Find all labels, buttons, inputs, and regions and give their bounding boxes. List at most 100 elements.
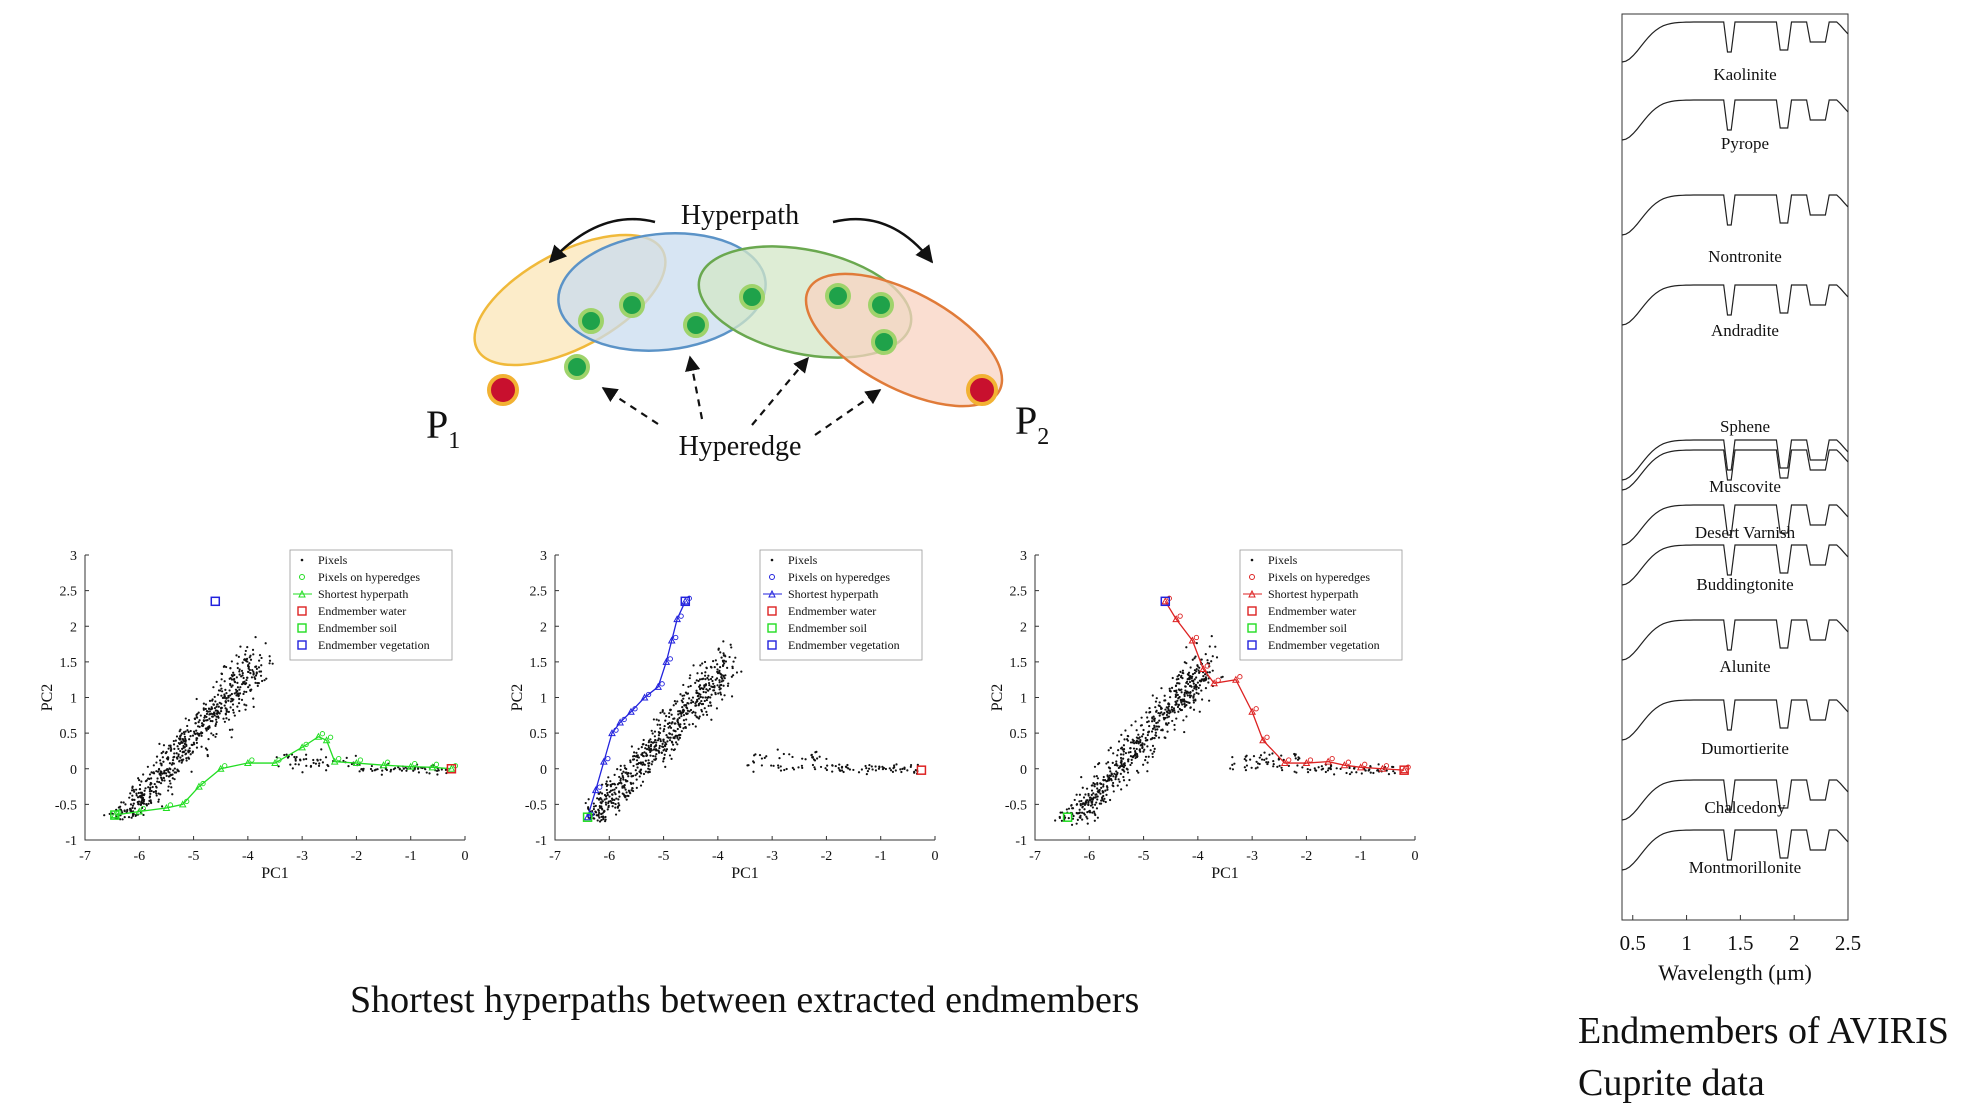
pixel-dot bbox=[1160, 687, 1163, 690]
pixel-dot bbox=[1309, 768, 1312, 771]
pixel-dot bbox=[245, 690, 248, 694]
pixel-dot bbox=[294, 757, 297, 761]
pixel-dot bbox=[680, 699, 683, 702]
x-axis-label: PC1 bbox=[731, 865, 759, 882]
pixel-dot bbox=[1108, 798, 1112, 802]
pixel-dot bbox=[837, 766, 840, 770]
pixel-dot bbox=[437, 769, 440, 772]
pixel-dot bbox=[654, 748, 658, 751]
pixel-dot bbox=[1173, 689, 1176, 693]
hyperedge-arrow bbox=[751, 356, 809, 426]
legend-label: Endmember vegetation bbox=[788, 638, 900, 652]
pixel-dot bbox=[1193, 685, 1196, 688]
pixel-dot bbox=[676, 727, 679, 731]
y-tick-label: 1 bbox=[1020, 692, 1027, 707]
pixel-dot bbox=[1194, 686, 1198, 689]
pixel-dot bbox=[840, 769, 844, 772]
pixel-dot bbox=[172, 762, 175, 765]
legend-label: Shortest hyperpath bbox=[318, 587, 408, 601]
pixel-dot bbox=[1119, 761, 1123, 764]
y-tick-label: -0.5 bbox=[1005, 798, 1027, 813]
pixel-dot bbox=[1155, 721, 1158, 725]
y-tick-label: 3 bbox=[70, 549, 77, 564]
pixel-dot bbox=[1215, 656, 1219, 659]
pixel-dot bbox=[1175, 691, 1178, 694]
y-tick-label: 0.5 bbox=[60, 727, 78, 742]
spectrum-line bbox=[1621, 544, 1849, 586]
legend-label: Shortest hyperpath bbox=[788, 587, 878, 601]
pixel-dot bbox=[785, 767, 788, 771]
pixel-dot bbox=[715, 677, 719, 680]
pixel-dot bbox=[122, 801, 125, 804]
pixel-node bbox=[739, 284, 765, 310]
pixel-dot bbox=[1132, 747, 1136, 750]
pixel-dot bbox=[712, 689, 716, 692]
pixel-dot bbox=[162, 750, 165, 753]
pixel-dot bbox=[285, 753, 288, 756]
pixel-dot bbox=[162, 744, 166, 747]
pixel-dot bbox=[1094, 796, 1097, 799]
pixel-dot bbox=[702, 690, 705, 694]
pixel-dot bbox=[664, 741, 667, 744]
pixel-dot bbox=[1180, 688, 1183, 691]
pixel-dot bbox=[665, 749, 668, 753]
pixel-dot bbox=[126, 809, 129, 813]
pixel-dot bbox=[632, 764, 635, 768]
pixel-dot bbox=[1280, 754, 1283, 757]
pixel-dot bbox=[686, 702, 689, 705]
pixel-dot bbox=[720, 656, 723, 659]
pixel-dot bbox=[723, 694, 726, 697]
pixel-dot bbox=[619, 764, 622, 767]
hyperpath-point bbox=[1356, 763, 1365, 771]
pixel-dot bbox=[1071, 807, 1075, 810]
pixel-dot bbox=[1114, 778, 1117, 781]
spectrum-label: Alunite bbox=[1720, 657, 1771, 676]
pixel-dot bbox=[1084, 803, 1087, 806]
pixel-dot bbox=[1276, 765, 1279, 768]
pixel-dot bbox=[661, 709, 664, 712]
pixel-dot bbox=[1196, 665, 1199, 668]
pixel-dot bbox=[1143, 748, 1146, 751]
pixel-dot bbox=[1377, 763, 1380, 766]
pixel-dot bbox=[1180, 674, 1183, 677]
pixel-dot bbox=[667, 726, 670, 729]
pixel-dot bbox=[152, 764, 155, 767]
pixel-dot bbox=[664, 765, 667, 768]
pixel-dot bbox=[1117, 740, 1121, 743]
pixel-dot bbox=[241, 672, 244, 675]
pixel-dot bbox=[1195, 670, 1198, 673]
pixel-dot bbox=[1155, 734, 1158, 737]
pixel-dot bbox=[1265, 757, 1268, 760]
pixel-dot bbox=[649, 754, 652, 757]
pixel-dot bbox=[681, 709, 685, 712]
pixel-dot bbox=[184, 717, 187, 720]
pixel-dot bbox=[1078, 808, 1081, 811]
pixel-dot bbox=[1211, 669, 1214, 672]
pixel-dot bbox=[230, 697, 233, 700]
legend-entry: Endmember water bbox=[1247, 604, 1356, 618]
pixel-dot bbox=[1170, 686, 1174, 690]
pixel-dot bbox=[1254, 767, 1257, 770]
pixel-dot bbox=[728, 655, 731, 659]
pixel-dot bbox=[256, 684, 259, 687]
pixel-dot bbox=[699, 693, 702, 696]
pixel-dot bbox=[735, 671, 739, 674]
pixel-dot bbox=[719, 693, 723, 696]
pixel-dot bbox=[1078, 800, 1081, 803]
pixel-dot bbox=[689, 674, 692, 677]
pixel-dot bbox=[183, 735, 187, 738]
hyperpath-point bbox=[111, 811, 119, 819]
legend-label: Shortest hyperpath bbox=[1268, 587, 1358, 601]
pixel-dot bbox=[1152, 750, 1156, 753]
pixel-dot bbox=[1208, 699, 1211, 702]
pixel-dot bbox=[709, 704, 713, 707]
pixel-dot bbox=[655, 718, 658, 721]
pixel-dot bbox=[1167, 715, 1171, 718]
pixel-dot bbox=[1114, 773, 1118, 776]
hyperedge-pixel bbox=[319, 731, 326, 737]
pixel-dot bbox=[1157, 725, 1161, 728]
pixel-dot bbox=[245, 657, 249, 660]
pixel-dot bbox=[1142, 763, 1145, 766]
pixel-dot bbox=[600, 819, 603, 822]
pixel-dot bbox=[173, 752, 176, 755]
